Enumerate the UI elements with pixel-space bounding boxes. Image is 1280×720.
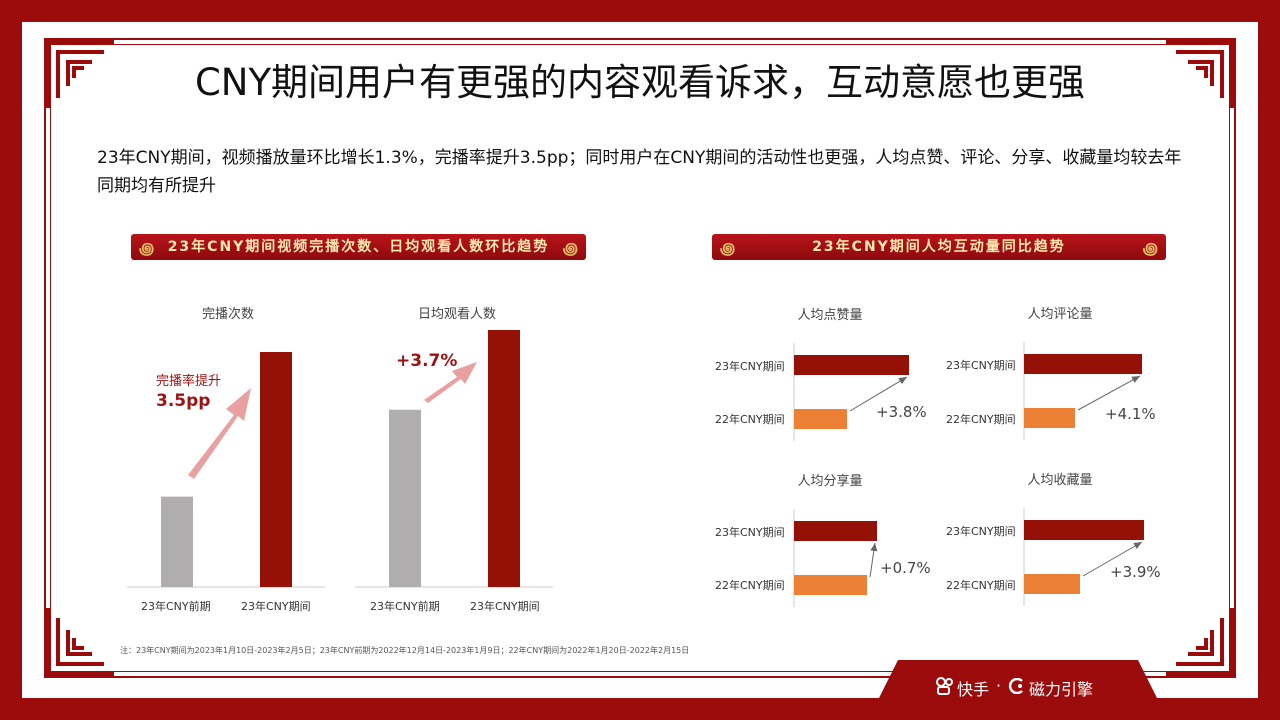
y-tick-label: 23年CNY期间 bbox=[946, 359, 1016, 372]
corner-ornament-top-right bbox=[1166, 40, 1234, 108]
daily-viewers-growth: +3.7% bbox=[396, 351, 458, 371]
page-subtitle: 23年CNY期间，视频播放量环比增长1.3%，完播率提升3.5pp；同时用户在C… bbox=[97, 148, 1182, 196]
left-bar-charts bbox=[127, 330, 553, 588]
section-banner-left: ꩜ 23年CNY期间视频完播次数、日均观看人数环比趋势 ꩜ bbox=[131, 234, 586, 260]
frame-border-inner bbox=[50, 44, 1230, 672]
swirl-ornament-icon: ꩜ bbox=[1142, 239, 1158, 258]
bar bbox=[794, 355, 909, 375]
completion-rate-value: 3.5pp bbox=[156, 391, 211, 411]
arrowhead-icon bbox=[898, 377, 907, 385]
comments-change-label: +4.1% bbox=[1105, 405, 1156, 423]
cili-logo-text: 磁力引擎 bbox=[1029, 680, 1094, 699]
swirl-ornament-icon: ꩜ bbox=[139, 239, 155, 258]
y-tick-label: 22年CNY期间 bbox=[946, 579, 1016, 592]
change-arrow-line bbox=[849, 376, 908, 412]
favorites-change-label: +3.9% bbox=[1110, 563, 1161, 581]
chart-title-shares: 人均分享量 bbox=[797, 474, 863, 489]
bar bbox=[794, 521, 877, 541]
swirl-ornament-icon: ꩜ bbox=[562, 239, 578, 258]
shares-change-label: +0.7% bbox=[880, 559, 931, 577]
chart-title-comments: 人均评论量 bbox=[1027, 307, 1093, 322]
bar bbox=[389, 409, 421, 587]
bar bbox=[1024, 574, 1080, 594]
corner-ornament-bottom-right bbox=[1166, 608, 1234, 676]
frame-border-outer bbox=[44, 38, 1236, 678]
growth-arrow-icon bbox=[188, 388, 251, 479]
y-tick-label: 23年CNY期间 bbox=[715, 526, 785, 539]
x-tick-label: 23年CNY前期 bbox=[370, 600, 440, 613]
footnote: 注：23年CNY期间为2023年1月10日-2023年2月5日；23年CNY前期… bbox=[120, 646, 690, 655]
right-bar-charts bbox=[793, 342, 1144, 607]
page-title: CNY期间用户有更强的内容观看诉求，互动意愿也更强 bbox=[194, 61, 1086, 104]
y-tick-label: 22年CNY期间 bbox=[715, 579, 785, 592]
y-tick-label: 23年CNY期间 bbox=[715, 360, 785, 373]
logo-band bbox=[868, 660, 1168, 720]
completion-rate-label: 完播率提升 bbox=[156, 374, 222, 389]
bar bbox=[794, 409, 847, 429]
section-banner-left-label: 23年CNY期间视频完播次数、日均观看人数环比趋势 bbox=[167, 239, 550, 255]
bar bbox=[488, 330, 520, 587]
chart-title-favorites: 人均收藏量 bbox=[1027, 473, 1093, 488]
bar bbox=[1024, 354, 1142, 374]
arrowhead-icon bbox=[1131, 376, 1140, 383]
bar bbox=[794, 575, 867, 595]
bar bbox=[161, 496, 193, 587]
bar bbox=[1024, 520, 1144, 540]
change-arrow-line bbox=[1082, 541, 1143, 577]
change-arrow-line bbox=[1077, 375, 1141, 411]
cili-logo-icon bbox=[1008, 678, 1023, 694]
section-banner-right-label: 23年CNY期间人均互动量同比趋势 bbox=[812, 239, 1066, 255]
logo-separator: · bbox=[996, 676, 1002, 695]
bar bbox=[1024, 408, 1075, 428]
bar bbox=[260, 352, 292, 587]
section-banner-right: ꩜ 23年CNY期间人均互动量同比趋势 ꩜ bbox=[712, 234, 1166, 260]
y-tick-label: 22年CNY期间 bbox=[715, 413, 785, 426]
growth-arrow-icon bbox=[424, 362, 477, 403]
chart-title-daily-viewers: 日均观看人数 bbox=[417, 307, 496, 322]
x-tick-label: 23年CNY期间 bbox=[241, 600, 311, 613]
arrowhead-icon bbox=[1133, 542, 1142, 550]
corner-ornament-top-left bbox=[46, 40, 114, 108]
chart-title-likes: 人均点赞量 bbox=[797, 308, 863, 323]
arrowhead-icon bbox=[870, 543, 878, 552]
corner-ornament-bottom-left bbox=[46, 608, 114, 676]
kuaishou-logo-text: 快手 bbox=[957, 680, 990, 699]
chart-title-completions: 完播次数 bbox=[201, 307, 254, 322]
kuaishou-logo-icon bbox=[936, 677, 953, 695]
y-tick-label: 23年CNY期间 bbox=[946, 525, 1016, 538]
likes-change-label: +3.8% bbox=[876, 403, 927, 421]
x-tick-label: 23年CNY前期 bbox=[141, 600, 211, 613]
y-tick-label: 22年CNY期间 bbox=[946, 413, 1016, 426]
x-tick-label: 23年CNY期间 bbox=[470, 600, 540, 613]
swirl-ornament-icon: ꩜ bbox=[720, 239, 736, 258]
